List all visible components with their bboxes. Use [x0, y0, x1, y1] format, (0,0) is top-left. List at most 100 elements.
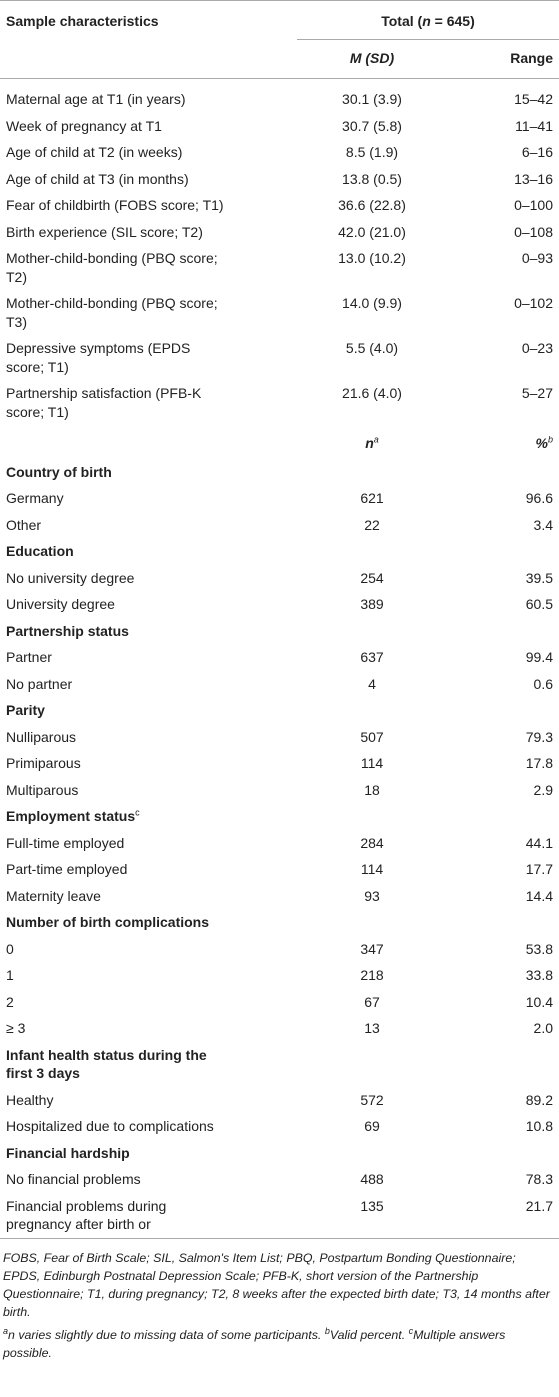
row-label: University degree — [0, 591, 297, 618]
row-label: Partnership satisfaction (PFB-K score; T1… — [0, 380, 297, 425]
range: 13–16 — [514, 170, 553, 187]
percent: 3.4 — [533, 516, 553, 533]
group-title: Country of birth — [0, 459, 559, 486]
group-title: Parity — [0, 697, 559, 724]
count: 67 — [364, 993, 380, 1010]
count: 389 — [360, 596, 384, 612]
percent: 79.3 — [525, 728, 553, 745]
title-note: c — [135, 807, 140, 818]
label-line: score; T1) — [6, 403, 69, 420]
note-text: Valid percent. — [329, 1327, 409, 1342]
count: 621 — [360, 490, 384, 506]
continuous-row: Week of pregnancy at T1 30.7 (5.8) 11–41 — [0, 113, 559, 140]
title-line: Employment statusc — [6, 807, 553, 826]
row-label: Full-time employed — [0, 830, 297, 857]
group-row: Financial hardship — [0, 1140, 559, 1167]
group-row: Parity — [0, 697, 559, 724]
continuous-row: Birth experience (SIL score; T2) 42.0 (21… — [0, 219, 559, 246]
percent: 89.2 — [525, 1091, 553, 1108]
row-label: Financial problems during pregnancy after… — [0, 1193, 297, 1239]
continuous-row: Maternal age at T1 (in years) 30.1 (3.9) 1… — [0, 79, 559, 113]
label-line: Part-time employed — [6, 861, 128, 877]
label-line: Primiparous — [6, 755, 81, 771]
label-line: Partner — [6, 649, 52, 665]
title-line: Parity — [6, 701, 553, 720]
category-row: 2 67 10.4 — [0, 989, 559, 1016]
label-line: Fear of childbirth (FOBS score; T1) — [6, 197, 224, 213]
label-line: 1 — [6, 967, 14, 983]
group-row: Infant health status during the first 3 d… — [0, 1042, 559, 1087]
title-line: first 3 days — [6, 1064, 553, 1083]
percent: 96.6 — [525, 490, 553, 506]
range: 6–16 — [521, 144, 553, 160]
mean-sd: 42.0 (21.0) — [338, 223, 406, 240]
row-label: 1 — [0, 962, 297, 989]
range: 0–102 — [514, 295, 553, 311]
header-range: Range — [447, 39, 559, 79]
count: 507 — [360, 728, 384, 745]
label-line: Full-time employed — [6, 834, 125, 851]
percent: 21.7 — [525, 1197, 553, 1214]
count: 347 — [360, 940, 384, 957]
mean-sd: 13.8 (0.5) — [342, 170, 402, 187]
category-row: University degree 389 60.5 — [0, 591, 559, 618]
continuous-row: Fear of childbirth (FOBS score; T1) 36.6 … — [0, 192, 559, 219]
mean-sd: 30.7 (5.8) — [342, 117, 402, 134]
group-row: Education — [0, 538, 559, 565]
label-line: pregnancy after birth or — [6, 1216, 151, 1232]
percent: 2.0 — [533, 1020, 553, 1036]
count: 18 — [364, 781, 380, 798]
title-text: Education — [6, 543, 74, 559]
row-label: Week of pregnancy at T1 — [0, 113, 297, 140]
header-empty — [0, 39, 297, 79]
range: 0–23 — [521, 340, 553, 356]
mean-sd: 13.0 (10.2) — [338, 250, 406, 266]
category-row: Nulliparous 507 79.3 — [0, 724, 559, 751]
mean-sd: 30.1 (3.9) — [342, 91, 402, 107]
total-suffix: = 645) — [430, 13, 475, 29]
category-row: No partner 4 0.6 — [0, 671, 559, 698]
label-line: No partner — [6, 675, 73, 692]
group-row: Country of birth — [0, 459, 559, 486]
category-row: No university degree 254 39.5 — [0, 565, 559, 592]
count: 69 — [364, 1118, 380, 1134]
row-label: Fear of childbirth (FOBS score; T1) — [0, 192, 297, 219]
row-label: Healthy — [0, 1087, 297, 1114]
row-label: Maternity leave — [0, 883, 297, 910]
label-line: No financial problems — [6, 1171, 141, 1187]
continuous-row: Age of child at T2 (in weeks) 8.5 (1.9) 6–… — [0, 139, 559, 166]
row-label: No financial problems — [0, 1166, 297, 1193]
count: 637 — [360, 649, 384, 665]
percent-header: %b — [447, 425, 559, 459]
row-label: 2 — [0, 989, 297, 1016]
n-note: a — [373, 434, 379, 445]
percent: 17.7 — [525, 861, 553, 877]
row-label: No partner — [0, 671, 297, 698]
title-line: Financial hardship — [6, 1144, 553, 1163]
row-label: ≥ 3 — [0, 1015, 297, 1042]
category-row: Maternity leave 93 14.4 — [0, 883, 559, 910]
title-text: Infant health status during the — [6, 1046, 207, 1063]
count: 22 — [364, 516, 380, 533]
continuous-row: Partnership satisfaction (PFB-K score; T1… — [0, 380, 559, 425]
count: 135 — [360, 1197, 384, 1214]
category-row: 0 347 53.8 — [0, 936, 559, 963]
n-header: na — [297, 425, 447, 459]
count: 218 — [360, 967, 384, 983]
continuous-row: Mother-child-bonding (PBQ score; T2) 13.0 … — [0, 245, 559, 290]
row-label: Age of child at T2 (in weeks) — [0, 139, 297, 166]
label-line: 0 — [6, 940, 14, 957]
label-line: Germany — [6, 490, 64, 506]
header-row: Sample characteristics Total (n = 645) — [0, 0, 559, 40]
label-line: Maternal age at T1 (in years) — [6, 91, 186, 107]
row-label: Part-time employed — [0, 856, 297, 883]
row-label: Mother-child-bonding (PBQ score; T2) — [0, 245, 297, 290]
row-label: Birth experience (SIL score; T2) — [0, 219, 297, 246]
continuous-row: Mother-child-bonding (PBQ score; T3) 14.0 … — [0, 290, 559, 335]
group-title: Infant health status during the first 3 d… — [0, 1042, 559, 1087]
group-title: Employment statusc — [0, 803, 559, 830]
notes: an varies slightly due to missing data o… — [3, 1326, 556, 1363]
label-line: Multiparous — [6, 781, 79, 798]
label-line: T3) — [6, 313, 27, 330]
label-line: Other — [6, 516, 42, 533]
